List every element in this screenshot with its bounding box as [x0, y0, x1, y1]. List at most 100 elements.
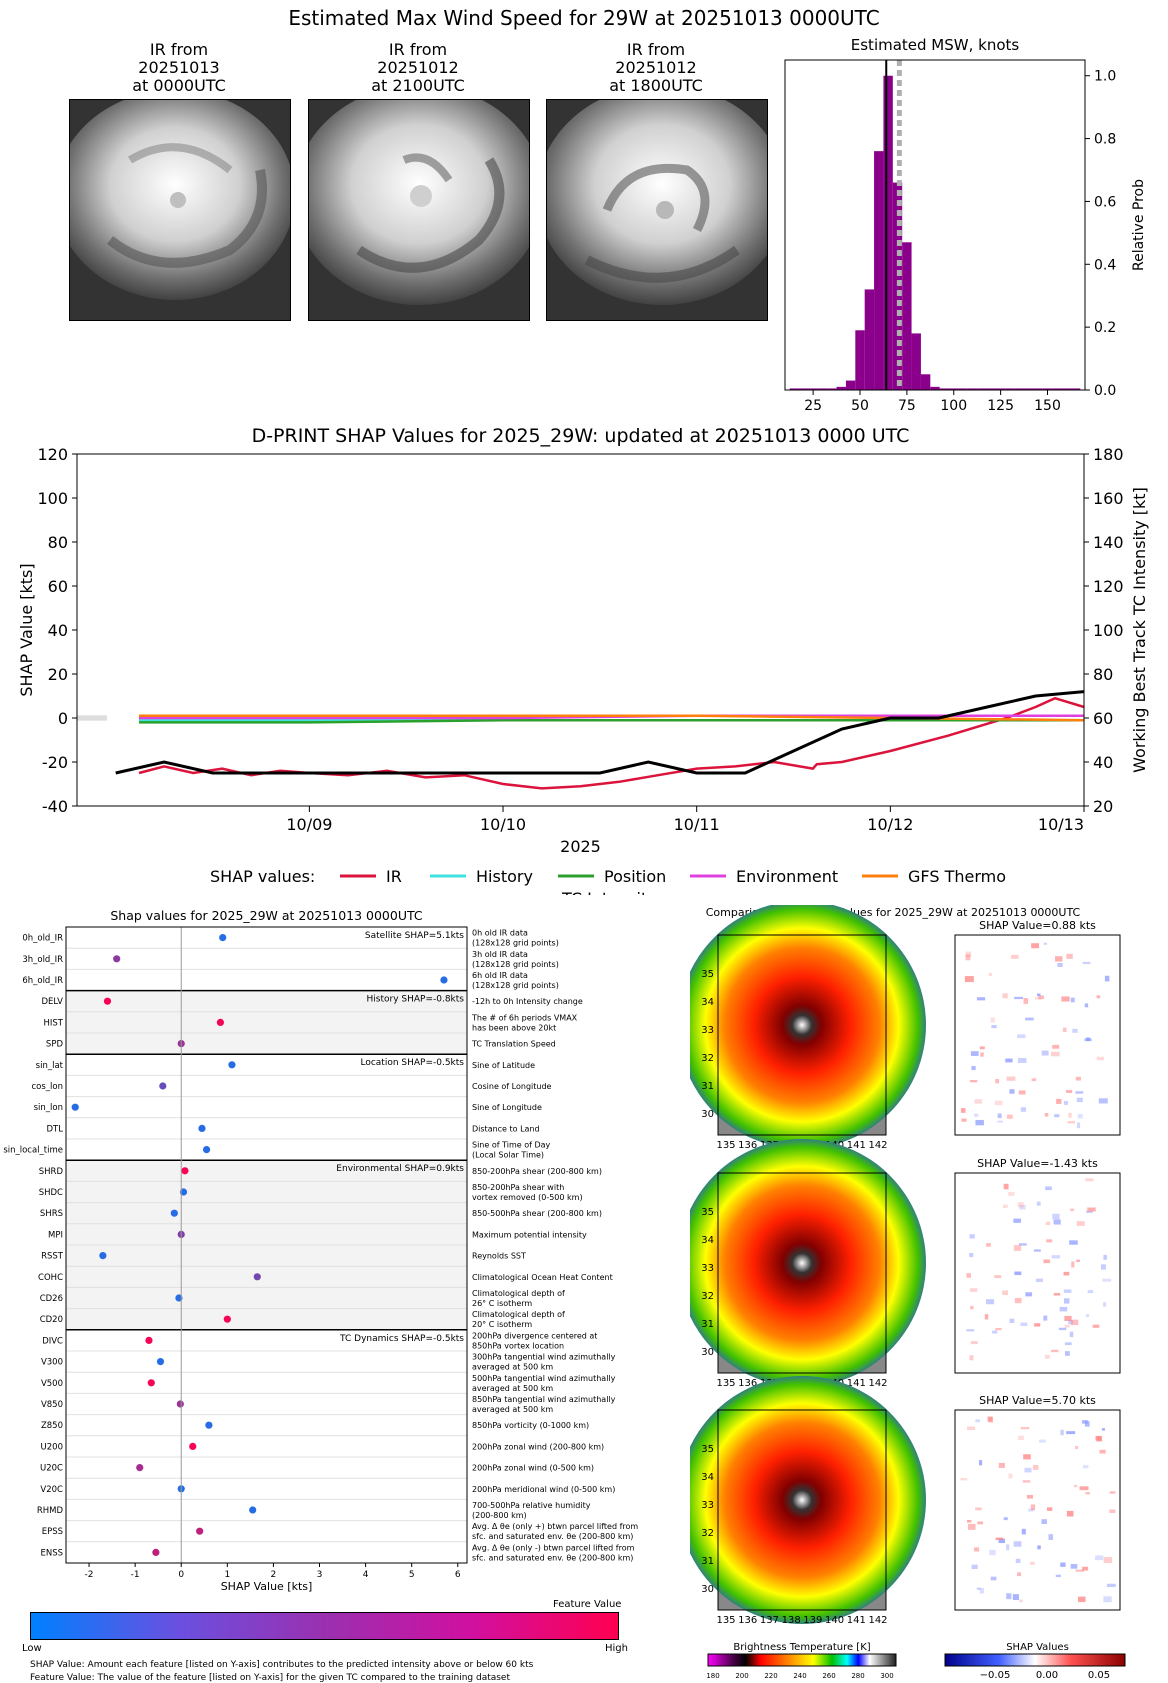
shap-texture-mark — [1021, 1528, 1026, 1535]
shap-point — [249, 1506, 257, 1514]
shap-point — [189, 1442, 197, 1450]
shap-texture-mark — [1006, 1544, 1010, 1551]
feature-name: 6h_old_IR — [22, 976, 63, 986]
shap-texture-mark — [1003, 1183, 1009, 1190]
shap-texture-mark — [1061, 996, 1070, 1002]
feature-description: averaged at 500 km — [472, 1405, 553, 1414]
feature-name: cos_lon — [31, 1082, 63, 1092]
histogram-xtick-label: 150 — [1034, 398, 1061, 410]
shap-tick-label: −0.05 — [980, 1670, 1011, 1681]
histogram-bar — [920, 374, 931, 390]
timeseries-ytick-label: 120 — [37, 445, 68, 464]
histogram-xtick-label: 100 — [940, 398, 967, 410]
shap-texture-mark — [1064, 1315, 1072, 1321]
shap-texture-mark — [970, 1051, 979, 1056]
ir-xtick-label: 135 — [716, 1378, 735, 1389]
shap-point — [113, 955, 121, 963]
shap-texture-mark — [960, 1108, 966, 1113]
shap-texture-mark — [1022, 1480, 1031, 1483]
ir-xtick-label: 141 — [847, 1378, 866, 1389]
shap-texture-mark — [1030, 1561, 1035, 1565]
shap-texture-mark — [1084, 1003, 1089, 1008]
shap-texture-mark — [1051, 1051, 1060, 1057]
feature-description: 26° C isotherm — [472, 1299, 532, 1308]
shap-point — [147, 1379, 155, 1387]
shap-texture-mark — [1068, 1112, 1072, 1118]
timeseries-xtick-label: 10/13 — [1038, 815, 1084, 834]
shap-texture-mark — [1012, 1594, 1019, 1601]
timeseries-y2label: Working Best Track TC Intensity [kt] — [1130, 487, 1149, 773]
shap-texture-mark — [994, 1275, 1002, 1279]
shap-texture-mark — [1041, 1519, 1047, 1525]
shap-texture-mark — [1058, 1327, 1067, 1331]
feature-xtick-label: -2 — [85, 1570, 94, 1580]
shap-texture-mark — [1035, 997, 1042, 1000]
ir-xtick-label: 138 — [782, 1615, 801, 1626]
ir-xtick-label: 140 — [825, 1615, 844, 1626]
feature-name: sin_local_time — [3, 1146, 63, 1156]
shap-texture-mark — [1044, 1112, 1049, 1117]
feature-description: 200hPa meridional wind (0-500 km) — [472, 1485, 615, 1494]
ir-ytick-label: 35 — [701, 969, 714, 980]
histogram-ytick-label: 0.8 — [1094, 132, 1116, 148]
shap-colorbar-label: SHAP Values — [1006, 1642, 1069, 1653]
histogram-ytick-label: 0.4 — [1094, 257, 1116, 273]
ir-ytick-label: 35 — [701, 1207, 714, 1218]
shap-point — [71, 1103, 79, 1111]
shap-texture-mark — [1019, 1599, 1023, 1603]
shap-texture-mark — [1034, 1323, 1041, 1327]
histogram-bar — [836, 386, 846, 390]
shap-texture-mark — [1082, 1464, 1089, 1469]
shap-texture-mark — [990, 1576, 997, 1581]
feature-description: sfc. and saturated env. θe (200-800 km) — [472, 1532, 633, 1541]
ir-caption-2: IR from 20251012 at 2100UTC — [371, 40, 465, 95]
shap-texture-mark — [1069, 1240, 1078, 1245]
feature-description: The # of 6h periods VMAX — [471, 1013, 578, 1022]
histogram-bar — [817, 388, 828, 390]
ir-ytick-label: 34 — [701, 997, 714, 1008]
feature-xtick-label: 1 — [224, 1570, 230, 1580]
shap-texture-mark — [1015, 1558, 1021, 1564]
shap-texture-mark — [976, 997, 986, 1001]
feature-name: CD20 — [40, 1315, 63, 1325]
feature-chart-title: Shap values for 2025_29W at 20251013 000… — [110, 908, 423, 923]
shap-texture-mark — [1066, 953, 1073, 959]
shap-texture-mark — [1033, 1249, 1041, 1252]
ir-ytick-label: 33 — [701, 1500, 714, 1511]
feature-name: V500 — [41, 1379, 63, 1389]
shap-panel-frame — [954, 934, 1121, 1136]
bt-tick-label: 240 — [793, 1672, 806, 1680]
shap-texture-mark — [1013, 1218, 1021, 1223]
shap-texture-mark — [1037, 993, 1041, 997]
feature-xtick-label: 5 — [409, 1570, 415, 1580]
shap-texture-mark — [1002, 1204, 1008, 1209]
shap-texture-mark — [1085, 1314, 1090, 1318]
feature-name: DIVC — [42, 1336, 63, 1346]
histogram-bar — [845, 380, 856, 390]
shap-point — [179, 1188, 188, 1196]
histogram-bar — [808, 388, 818, 390]
histogram-bar — [967, 388, 978, 390]
shap-texture-mark — [992, 1330, 998, 1334]
series-line-tc — [115, 690, 1085, 775]
histogram-bar — [799, 388, 809, 390]
shap-texture-mark — [1096, 995, 1101, 999]
shap-texture-mark — [1036, 1201, 1041, 1206]
shap-texture-mark — [1095, 1435, 1102, 1441]
shap-texture-mark — [1084, 1038, 1092, 1042]
ir-xtick-label: 142 — [868, 1378, 887, 1389]
shap-point — [170, 1209, 178, 1217]
shap-point — [196, 1527, 204, 1535]
shap-texture-mark — [1063, 1289, 1072, 1293]
feature-name: ENSS — [40, 1548, 63, 1558]
shap-texture-mark — [974, 1099, 982, 1104]
shap-timeseries-chart: D-PRINT SHAP Values for 2025_29W: update… — [17, 425, 1149, 895]
feature-description: (200-800 km) — [472, 1511, 527, 1520]
feature-xtick-label: -1 — [131, 1570, 140, 1580]
shap-texture-mark — [1077, 1114, 1083, 1119]
ir-panel-frame — [717, 1172, 887, 1374]
shap-texture-mark — [1070, 997, 1075, 1003]
shap-texture-mark — [975, 1119, 984, 1126]
shap-texture-mark — [1060, 1562, 1066, 1567]
histogram-bar — [855, 330, 865, 390]
